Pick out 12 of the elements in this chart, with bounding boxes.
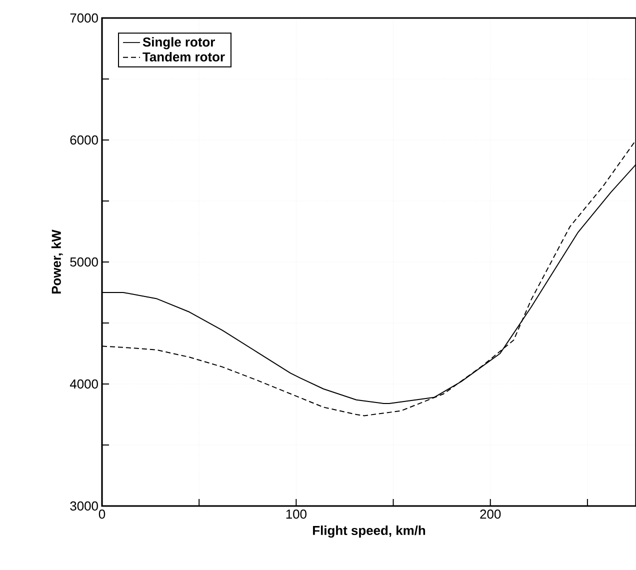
y-tick-label: 7000 bbox=[70, 13, 98, 23]
y-axis-title: Power, kW bbox=[51, 230, 63, 294]
y-tick-label: 6000 bbox=[70, 135, 98, 145]
legend-label: Single rotor bbox=[142, 37, 215, 50]
x-tick-label: 200 bbox=[480, 510, 501, 519]
y-tick-label: 3000 bbox=[70, 501, 98, 511]
y-tick-label: 5000 bbox=[70, 257, 98, 267]
x-tick-label: 100 bbox=[286, 510, 306, 519]
y-tick-label: 4000 bbox=[70, 379, 98, 389]
x-tick-label: 0 bbox=[98, 510, 106, 519]
x-axis-title: Flight speed, km/h bbox=[313, 526, 426, 538]
legend-label: Tandem rotor bbox=[142, 52, 225, 62]
